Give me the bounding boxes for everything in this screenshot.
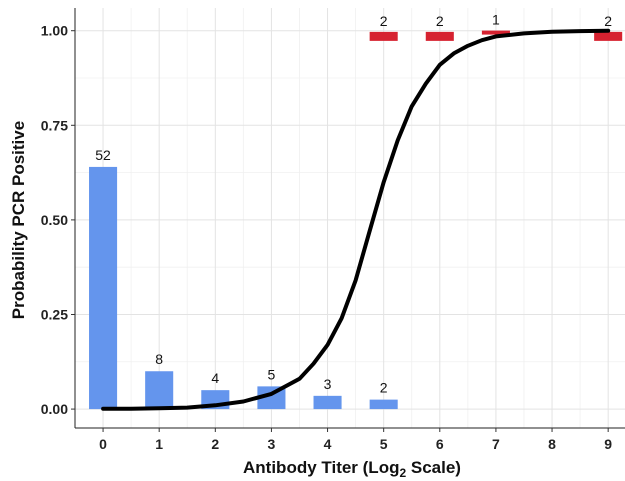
count-label: 5 xyxy=(268,366,276,382)
x-tick-label: 0 xyxy=(99,436,107,452)
x-tick-label: 5 xyxy=(380,436,388,452)
y-tick-label: 0.00 xyxy=(41,401,68,417)
count-label: 4 xyxy=(211,370,219,386)
x-tick-label: 8 xyxy=(548,436,556,452)
axes: 0 1 2 3 4 5 6 7 8 9 0.00 0.25 0.50 0.75 1.00 xyxy=(41,8,625,452)
fitted-curve xyxy=(101,28,611,411)
x-axis-title-main: Antibody Titer (Log xyxy=(243,458,399,477)
count-label: 8 xyxy=(155,351,163,367)
x-tick-label: 7 xyxy=(492,436,500,452)
y-tick-label: 0.25 xyxy=(41,306,68,322)
x-axis-title-end: Scale) xyxy=(406,458,461,477)
x-tick-label: 2 xyxy=(211,436,219,452)
bar xyxy=(145,371,174,410)
x-axis-title: Antibody Titer (Log2 Scale) xyxy=(243,458,461,480)
count-label: 1 xyxy=(492,12,500,28)
count-labels: 52 8 4 5 3 2 2 2 1 2 xyxy=(95,12,612,396)
bars xyxy=(89,30,623,410)
x-tick-label: 4 xyxy=(324,436,332,452)
count-label: 2 xyxy=(604,13,612,29)
x-tick-label: 1 xyxy=(155,436,163,452)
bar xyxy=(369,399,398,410)
x-tick-label: 9 xyxy=(604,436,612,452)
y-tick-label: 0.75 xyxy=(41,117,68,133)
bar xyxy=(89,166,118,410)
count-label: 3 xyxy=(324,376,332,392)
red-mark xyxy=(481,30,510,35)
count-label: 52 xyxy=(95,147,111,163)
fitted-curve-layer xyxy=(101,28,611,411)
y-tick-label: 1.00 xyxy=(41,23,68,39)
x-axis-title-subscript: 2 xyxy=(399,466,406,480)
red-mark xyxy=(369,31,398,41)
count-label: 2 xyxy=(436,13,444,29)
red-mark xyxy=(425,31,454,41)
y-axis-title: Probability PCR Positive xyxy=(9,121,28,319)
red-mark xyxy=(594,31,623,41)
x-tick-label: 6 xyxy=(436,436,444,452)
count-label: 2 xyxy=(380,380,388,396)
count-label: 2 xyxy=(380,13,388,29)
x-tick-label: 3 xyxy=(268,436,276,452)
bar xyxy=(313,395,342,410)
y-tick-label: 0.50 xyxy=(41,212,68,228)
